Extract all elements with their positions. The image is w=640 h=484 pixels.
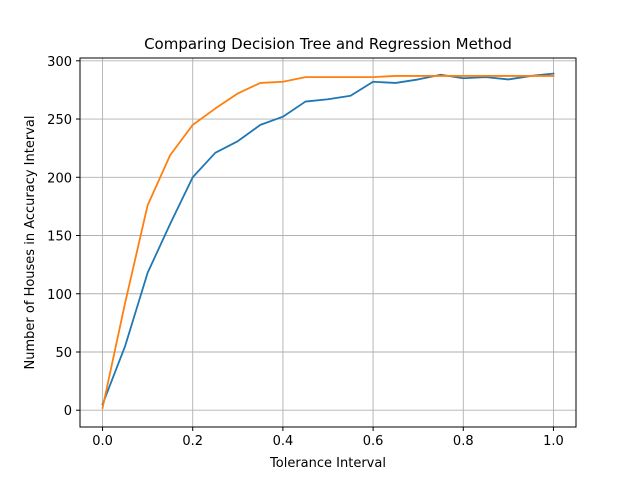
y-tick-label: 250 (47, 113, 72, 128)
x-tick-label: 0.2 (182, 434, 203, 449)
y-axis-label: Number of Houses in Accuracy Interval (23, 116, 38, 370)
series-line-1 (101, 72, 555, 406)
y-tick-label: 100 (47, 288, 72, 303)
y-tick-label: 0 (64, 404, 72, 419)
x-tick-label: 0.6 (363, 434, 384, 449)
series-line-2 (101, 75, 555, 409)
series-group (101, 72, 555, 409)
y-tick-label: 200 (47, 171, 72, 186)
ticks: 0.0 0.2 0.4 0.6 0.8 1.0 0 50 100 150 200 250 300 (47, 55, 564, 449)
chart-title: Comparing Decision Tree and Regression M… (144, 35, 512, 53)
y-tick-label: 300 (47, 55, 72, 70)
plot-frame (79, 57, 577, 428)
x-axis-label: Tolerance Interval (269, 456, 386, 471)
x-tick-label: 0.4 (273, 434, 294, 449)
x-tick-label: 0.0 (92, 434, 113, 449)
y-tick-label: 150 (47, 230, 72, 245)
x-tick-label: 0.8 (453, 434, 474, 449)
y-tick-label: 50 (55, 346, 72, 361)
grid (80, 58, 576, 427)
x-tick-label: 1.0 (543, 434, 564, 449)
